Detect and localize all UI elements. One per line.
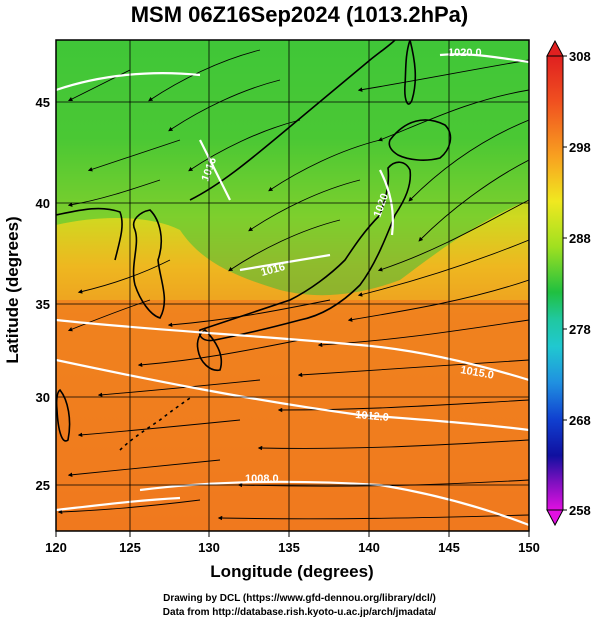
y-tick-label: 30 <box>36 390 50 405</box>
cool-region <box>56 40 529 296</box>
y-tick-label: 35 <box>36 297 50 312</box>
warm-region <box>56 300 529 531</box>
x-tick-label: 145 <box>438 540 460 555</box>
colorbar-tick-labels: 308 298 288 278 268 258 <box>569 49 591 518</box>
x-ticks <box>55 531 530 537</box>
y-tick-labels: 25 30 35 40 45 <box>36 95 50 493</box>
plot-frame <box>55 39 530 532</box>
x-tick-label: 150 <box>518 540 540 555</box>
transition-region <box>56 200 529 300</box>
contour-label: 1008.0 <box>245 473 279 485</box>
colorbar-tick-label: 258 <box>569 503 591 518</box>
x-tick-label: 140 <box>358 540 380 555</box>
x-tick-label: 135 <box>278 540 300 555</box>
plot-area: 1020.0 1016 1020 1016 1015.0 1012.0 1008… <box>56 40 529 531</box>
map-title: MSM 06Z16Sep2024 (1013.2hPa) <box>130 2 469 27</box>
x-tick-label: 130 <box>198 540 220 555</box>
colorbar-tick-label: 298 <box>569 140 591 155</box>
colorbar-tick-label: 268 <box>569 413 591 428</box>
colorbar-bottom-arrow <box>546 509 564 527</box>
colorbar: 308 298 288 278 268 258 <box>546 39 591 527</box>
y-tick-label: 25 <box>36 478 50 493</box>
contour-label: 1020.0 <box>448 47 482 59</box>
colorbar-tick-label: 308 <box>569 49 591 64</box>
graticule <box>56 40 529 531</box>
x-tick-label: 125 <box>119 540 141 555</box>
y-axis-label: Latitude (degrees) <box>3 216 22 363</box>
contour-label: 1015.0 <box>459 364 494 382</box>
colorbar-tick-label: 278 <box>569 322 591 337</box>
colorbar-tick-label: 288 <box>569 231 591 246</box>
contour-label: 1012.0 <box>355 409 390 424</box>
isobars <box>56 53 529 527</box>
credit-drawing: Drawing by DCL (https://www.gfd-dennou.o… <box>163 593 436 604</box>
colorbar-top-arrow <box>546 39 564 57</box>
x-tick-label: 120 <box>45 540 67 555</box>
credit-data: Data from http://database.rish.kyoto-u.a… <box>162 607 437 618</box>
colorbar-scale <box>546 55 564 511</box>
y-tick-label: 45 <box>36 95 50 110</box>
y-tick-label: 40 <box>36 196 50 211</box>
x-axis-label: Longitude (degrees) <box>210 562 373 581</box>
x-tick-labels: 120 125 130 135 140 145 150 <box>45 540 540 555</box>
